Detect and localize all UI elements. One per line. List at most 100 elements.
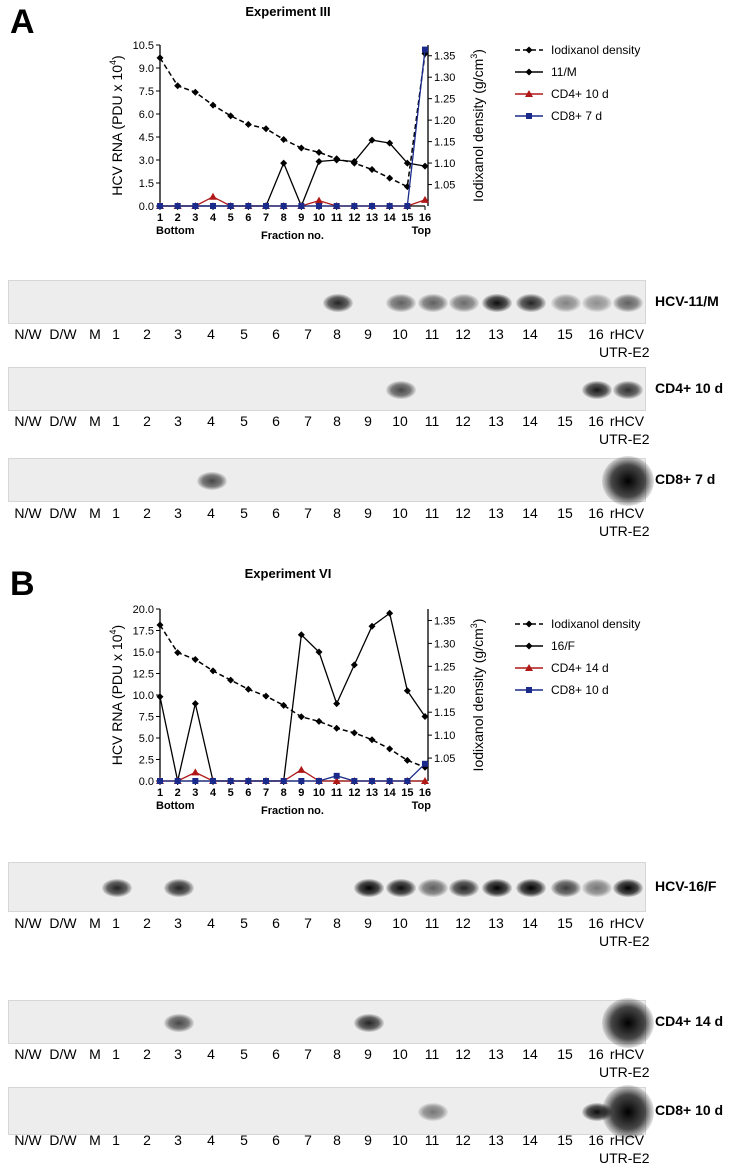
chart-b-series-line-2 [160, 769, 425, 782]
chart-a-point-s3-9 [298, 203, 305, 209]
chart-b-xtick-label: 7 [263, 787, 269, 799]
chart-a-xtick-label: 8 [281, 212, 287, 224]
chart-a-y2tick-label: 1.30 [434, 72, 455, 84]
lane-label: 11 [424, 1046, 440, 1062]
chart-a-y2tick-label: 1.20 [434, 115, 455, 127]
lane-label: 7 [304, 505, 312, 521]
blot-band [613, 381, 643, 399]
chart-a-y2tick-label: 1.15 [434, 137, 455, 149]
blot-band [197, 472, 227, 490]
chart-b-bottom-label: Bottom [156, 800, 195, 812]
chart-b-point-s2-16 [421, 777, 429, 784]
lane-label: 16 [588, 413, 604, 429]
chart-a-point-s0-9 [297, 144, 305, 152]
chart-b-point-s0-7 [262, 692, 270, 700]
chart-b-ytick-label: 17.5 [133, 626, 154, 638]
chart-b-point-s0-10 [315, 717, 323, 725]
blot-band [418, 1103, 448, 1121]
chart-b-point-s0-3 [191, 655, 199, 663]
lane-label: 10 [392, 915, 408, 931]
lane-label: 14 [522, 413, 538, 429]
lane-label: M [89, 413, 101, 429]
chart-a-xlabel: Fraction no. [261, 230, 324, 242]
blot-strip [8, 367, 646, 411]
chart-a-xtick-label: 7 [263, 212, 269, 224]
lane-label: 15 [557, 326, 573, 342]
lane-label: 7 [304, 413, 312, 429]
chart-b-xtick-label: 6 [245, 787, 251, 799]
lane-label: 10 [392, 326, 408, 342]
lane-label-row: N/W D/W M 1 2 3 4 5 6 7 8 9 10 11 12 13 14 15 16 rHCV [0, 505, 736, 523]
chart-b-xtick-label: 11 [331, 787, 343, 799]
blot-band [164, 879, 194, 897]
chart-b-point-s0-9 [297, 713, 305, 721]
lane-label-row: N/W D/W M 1 2 3 4 5 6 7 8 9 10 11 12 13 14 15 16 rHCV [0, 1046, 736, 1064]
lane-label: 8 [333, 1046, 341, 1062]
blot-band [102, 879, 132, 897]
chart-a-bottom-label: Bottom [156, 225, 195, 237]
chart-b-legend-label-0: Iodixanol density [551, 617, 640, 631]
lane-label: 2 [143, 505, 151, 521]
lane-label: 6 [272, 505, 280, 521]
chart-b-point-s0-2 [174, 649, 182, 657]
chart-a-point-s3-14 [386, 203, 393, 209]
chart-b-point-s0-15 [403, 756, 411, 764]
lane-label: 15 [557, 915, 573, 931]
lane-sublabel: UTR-E2 [599, 431, 650, 447]
chart-b-ytick-label: 15.0 [133, 647, 154, 659]
blot-label: HCV-11/M [655, 293, 719, 309]
chart-b-ytick-label: 10.0 [133, 690, 154, 702]
chart-a-y2tick-label: 1.25 [434, 94, 455, 106]
lane-label: 14 [522, 1132, 538, 1148]
lane-label: 12 [455, 413, 471, 429]
lane-label: 10 [392, 1046, 408, 1062]
blot-band [449, 879, 479, 897]
chart-b-ytick-label: 7.5 [139, 712, 154, 724]
lane-label: 12 [455, 505, 471, 521]
blot-label: CD4+ 10 d [655, 380, 724, 396]
chart-b-point-s0-8 [280, 701, 288, 709]
chart-a-ytick-label: 3.0 [139, 155, 154, 167]
blot-band [354, 879, 384, 897]
chart-a-point-s0-8 [280, 135, 288, 143]
chart-a-xtick-label: 16 [419, 212, 431, 224]
lane-label: 13 [488, 1132, 504, 1148]
lane-label: 12 [455, 1046, 471, 1062]
lane-label: N/W [14, 1132, 42, 1148]
lane-label: 3 [174, 915, 182, 931]
chart-b-point-s1-1 [156, 693, 164, 701]
lane-label: D/W [49, 1132, 77, 1148]
chart-a-legend-label-2: CD4+ 10 d [551, 87, 609, 101]
lane-label: 1 [112, 413, 120, 429]
lane-label: 4 [207, 915, 215, 931]
chart-a-point-s0-6 [244, 120, 252, 128]
lane-label: 16 [588, 505, 604, 521]
lane-label: D/W [49, 1046, 77, 1062]
blot-band [386, 879, 416, 897]
chart-b-point-s3-13 [369, 778, 375, 784]
chart-a-point-s0-14 [386, 174, 394, 182]
lane-label: 9 [364, 915, 372, 931]
chart-a-legend-label-1: 11/M [551, 65, 577, 79]
lane-label: 16 [588, 1046, 604, 1062]
chart-b-legend-label-1: 16/F [551, 639, 575, 653]
chart-b-point-s3-12 [351, 778, 358, 784]
blot-label: CD4+ 14 d [655, 1013, 724, 1029]
lane-label: rHCV [609, 915, 645, 931]
lane-label: 10 [392, 1132, 408, 1148]
chart-a-legend-label-3: CD8+ 7 d [551, 109, 602, 123]
chart-b-legend-marker-0 [525, 620, 533, 628]
chart-a-point-s3-15 [404, 203, 411, 209]
lane-label: 7 [304, 915, 312, 931]
chart-a-xtick-label: 15 [401, 212, 413, 224]
chart-a-xtick-label: 5 [228, 212, 234, 224]
lane-label-row: N/W D/W M 1 2 3 4 5 6 7 8 9 10 11 12 13 14 15 16 rHCV [0, 326, 736, 344]
chart-b-xtick-label: 2 [175, 787, 181, 799]
chart-b-xtick-label: 5 [228, 787, 234, 799]
chart-a-xtick-label: 11 [331, 212, 343, 224]
blot-strip [8, 1085, 654, 1139]
lane-label: 5 [240, 1132, 248, 1148]
blot-band [582, 294, 612, 312]
lane-label: N/W [14, 1046, 42, 1062]
chart-a-point-s3-1 [157, 203, 163, 209]
